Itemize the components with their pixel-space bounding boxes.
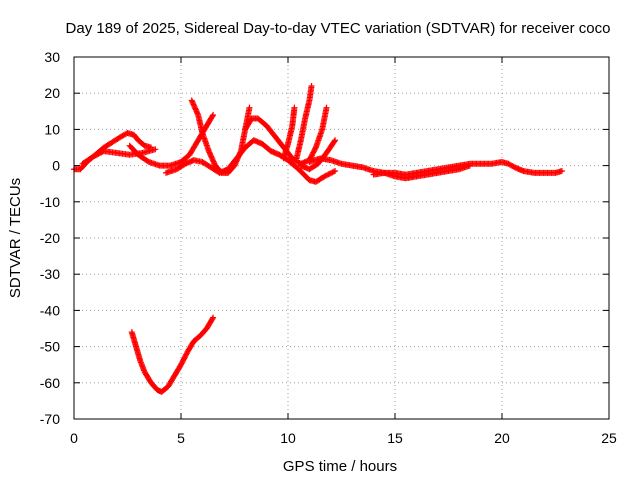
data-point (210, 314, 217, 321)
data-points (71, 82, 565, 395)
y-tick-label: -30 (40, 266, 60, 282)
y-axis-label: SDTVAR / TECUs (7, 178, 24, 298)
data-point (291, 104, 298, 111)
series-arc-2 (79, 146, 159, 167)
data-point (92, 152, 99, 159)
y-tick-label: 20 (44, 85, 60, 101)
data-point (326, 170, 333, 177)
data-point (331, 138, 338, 145)
data-point (321, 173, 328, 180)
data-point (95, 150, 102, 157)
series-arc-11 (370, 162, 473, 182)
x-tick-label: 5 (177, 430, 185, 446)
data-point (466, 162, 473, 169)
y-tick-label: -70 (40, 411, 60, 427)
x-tick-label: 15 (387, 430, 403, 446)
data-point (209, 315, 216, 322)
data-point (312, 145, 319, 152)
y-tick-label: -40 (40, 302, 60, 318)
chart-title: Day 189 of 2025, Sidereal Day-to-day VTE… (66, 20, 611, 37)
data-point (246, 104, 253, 111)
data-point (325, 171, 332, 178)
data-point (324, 172, 331, 179)
y-tick-label: -50 (40, 339, 60, 355)
series-arc-6 (242, 104, 330, 167)
data-point (330, 168, 337, 175)
x-tick-label: 20 (494, 430, 510, 446)
data-point (96, 150, 103, 157)
y-tick-label: -10 (40, 194, 60, 210)
y-tick-label: -60 (40, 375, 60, 391)
data-point (209, 113, 216, 120)
x-axis-ticks: 0 5 10 15 20 25 (70, 57, 617, 446)
x-tick-label: 0 (70, 430, 78, 446)
data-point (308, 82, 315, 89)
series-arc-8 (293, 82, 315, 162)
series-arc-5 (163, 137, 339, 185)
data-point (98, 149, 105, 156)
y-tick-label: -20 (40, 230, 60, 246)
x-axis-label: GPS time / hours (283, 458, 397, 475)
y-tick-label: 0 (52, 158, 60, 174)
series-arc-12 (128, 314, 217, 395)
data-point (328, 170, 335, 177)
data-point (94, 151, 101, 158)
y-tick-label: 10 (44, 121, 60, 137)
y-tick-label: 30 (44, 49, 60, 65)
data-point (90, 153, 97, 160)
grid (74, 57, 609, 419)
y-axis-ticks: -70 -60 -50 -40 -30 -20 -10 0 10 20 30 (40, 49, 609, 427)
data-point (332, 137, 339, 144)
series-arc-7 (280, 104, 298, 162)
data-point (210, 111, 217, 118)
data-point (558, 168, 565, 175)
data-point (332, 168, 339, 175)
data-point (91, 152, 98, 159)
x-tick-label: 25 (601, 430, 617, 446)
data-point (322, 172, 329, 179)
data-point (323, 104, 330, 111)
data-point (329, 169, 336, 176)
x-tick-label: 10 (280, 430, 296, 446)
data-point (152, 146, 159, 153)
